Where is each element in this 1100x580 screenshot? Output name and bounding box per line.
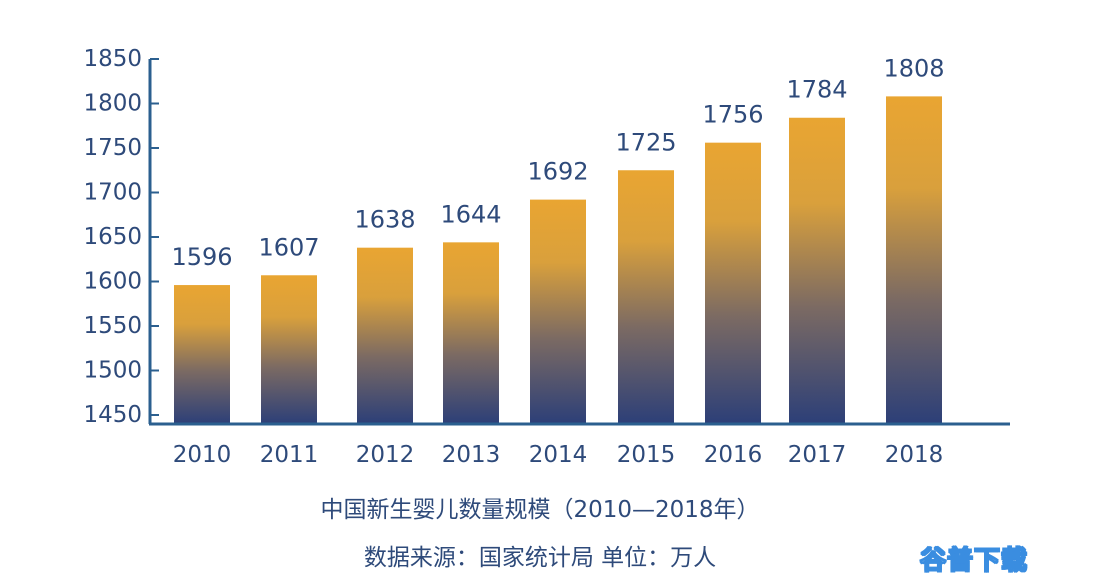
bar-chart: 1450 1500 1550 1600 1650 1700 1750 1800 1850 159… bbox=[83, 46, 1010, 468]
bar-2012 bbox=[357, 247, 413, 424]
y-tick-label: 1750 bbox=[83, 135, 142, 161]
x-tick-label: 2011 bbox=[260, 442, 319, 468]
value-label: 1808 bbox=[883, 54, 944, 82]
x-tick-label: 2017 bbox=[788, 442, 847, 468]
bar-2013 bbox=[443, 242, 499, 424]
bar-2015 bbox=[618, 170, 674, 424]
y-tick-label: 1650 bbox=[83, 224, 142, 250]
x-tick-label: 2014 bbox=[529, 442, 588, 468]
value-label: 1756 bbox=[702, 101, 763, 129]
y-tick-label: 1550 bbox=[83, 313, 142, 339]
x-tick-label: 2016 bbox=[704, 442, 763, 468]
value-labels: 1596 1607 1638 1644 1692 1725 1756 1784 1808 bbox=[171, 54, 944, 271]
watermark-logo: 谷普下载 bbox=[919, 545, 1029, 576]
y-tick-label: 1850 bbox=[83, 46, 142, 72]
x-tick-label: 2015 bbox=[617, 442, 676, 468]
bar-2014 bbox=[530, 199, 586, 424]
bar-2010 bbox=[174, 285, 230, 424]
chart-source-note: 数据来源：国家统计局 单位：万人 bbox=[363, 545, 717, 571]
bar-2017 bbox=[789, 117, 845, 425]
chart-title: 中国新生婴儿数量规模（2010—2018年） bbox=[320, 497, 760, 523]
y-tick-label: 1500 bbox=[83, 358, 142, 384]
y-tick-label: 1700 bbox=[83, 180, 142, 206]
x-tick-label: 2012 bbox=[356, 442, 415, 468]
bar-2011 bbox=[261, 275, 317, 424]
value-label: 1784 bbox=[786, 76, 847, 104]
value-label: 1725 bbox=[615, 128, 676, 156]
x-tick-label: 2018 bbox=[885, 442, 944, 468]
value-label: 1607 bbox=[258, 233, 319, 261]
bars bbox=[174, 96, 942, 425]
x-tick-label: 2010 bbox=[173, 442, 232, 468]
value-label: 1644 bbox=[440, 200, 501, 228]
y-tick-label: 1600 bbox=[83, 269, 142, 295]
y-axis-ticks: 1450 1500 1550 1600 1650 1700 1750 1800 1850 bbox=[83, 46, 159, 428]
value-label: 1596 bbox=[171, 243, 232, 271]
x-axis-labels: 2010 2011 2012 2013 2014 2015 2016 2017 2018 bbox=[173, 442, 944, 468]
x-tick-label: 2013 bbox=[442, 442, 501, 468]
value-label: 1638 bbox=[354, 206, 415, 234]
value-label: 1692 bbox=[527, 158, 588, 186]
y-tick-label: 1800 bbox=[83, 91, 142, 117]
bar-2016 bbox=[705, 142, 761, 424]
y-tick-label: 1450 bbox=[83, 402, 142, 428]
bar-2018 bbox=[886, 96, 942, 424]
